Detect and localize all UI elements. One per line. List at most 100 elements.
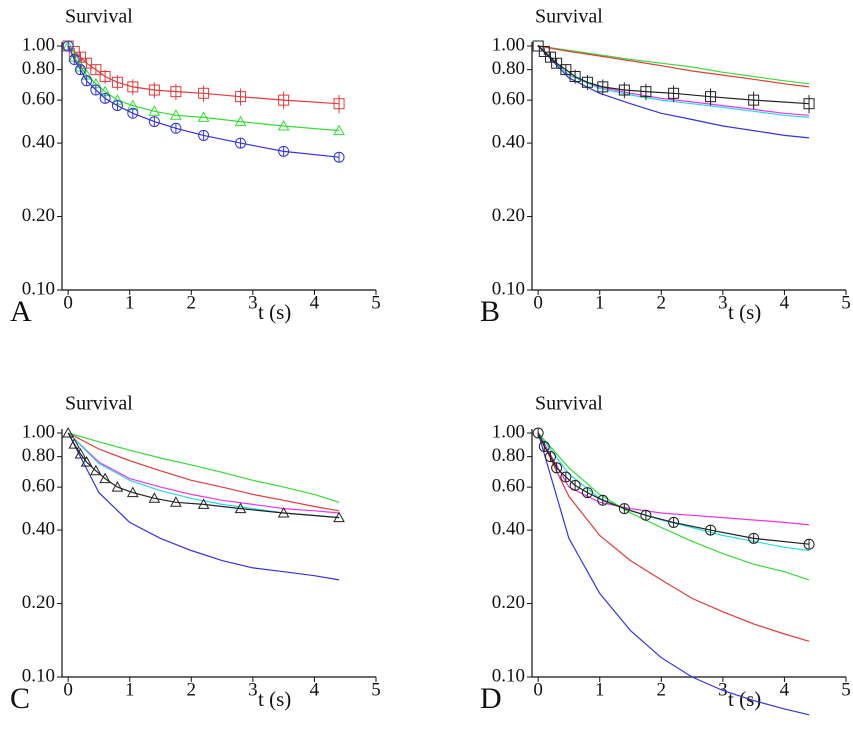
y-tick-label: 0.60 (22, 475, 55, 496)
x-tick-label: 1 (125, 679, 135, 700)
title: Survival (65, 393, 133, 415)
panel-label: D (480, 682, 502, 715)
marker (544, 51, 556, 63)
marker (127, 81, 139, 93)
marker (90, 464, 102, 476)
series-line (67, 432, 340, 519)
series-line (538, 45, 810, 88)
marker (333, 511, 345, 523)
y-tick-label: 1.00 (22, 421, 55, 442)
x-axis-label: t (s) (728, 300, 761, 324)
marker (62, 426, 75, 438)
x-tick-label: 2 (187, 292, 197, 313)
series-line (537, 432, 810, 552)
y-tick-label: 0.60 (492, 475, 525, 496)
panel-label: C (10, 682, 30, 715)
title: Survival (535, 393, 603, 415)
y-tick-label: 0.40 (492, 518, 525, 539)
y-tick-label: 0.20 (22, 592, 55, 613)
series-line (67, 45, 340, 158)
marker (234, 502, 247, 514)
y-tick-label: 0.20 (492, 592, 525, 613)
marker (197, 498, 210, 509)
x-tick-label: 5 (371, 679, 381, 700)
marker (111, 76, 123, 88)
marker (90, 64, 102, 76)
marker (197, 111, 210, 122)
y-tick-label: 0.60 (492, 88, 525, 109)
marker (111, 481, 124, 492)
y-tick-label: 1.00 (492, 34, 525, 55)
y-tick-label: 0.40 (22, 131, 55, 152)
y-tick-label: 1.00 (22, 34, 55, 55)
marker (99, 472, 111, 484)
marker (569, 70, 581, 82)
y-tick-label: 0.80 (492, 445, 525, 466)
y-tick-label: 0.40 (492, 131, 525, 152)
marker (618, 84, 630, 96)
x-tick-label: 4 (310, 292, 320, 313)
marker (170, 86, 182, 98)
marker (235, 91, 247, 103)
marker (148, 492, 161, 503)
series-line (537, 45, 810, 118)
marker (803, 98, 815, 110)
x-tick-label: 3 (248, 292, 258, 313)
marker (560, 64, 572, 76)
marker (99, 70, 111, 82)
series-line (538, 45, 810, 85)
y-tick-label: 0.10 (22, 665, 55, 686)
x-axis-label: t (s) (728, 687, 761, 711)
x-tick-label: 4 (780, 292, 790, 313)
panel: Survival D t (s) 1.00 0.80 0.60 0.40 0.20 0.10 0 1… (480, 393, 851, 716)
marker (148, 105, 161, 116)
marker (170, 496, 182, 507)
x-tick-label: 3 (248, 679, 258, 700)
marker (74, 447, 87, 459)
marker (538, 45, 550, 57)
y-tick-label: 0.20 (492, 205, 525, 226)
x-tick-label: 1 (595, 679, 605, 700)
y-tick-label: 0.10 (492, 278, 525, 299)
x-tick-label: 0 (533, 679, 543, 700)
series-line (537, 432, 810, 526)
marker (333, 98, 345, 110)
x-tick-label: 3 (718, 292, 728, 313)
marker (748, 94, 760, 106)
marker (278, 94, 290, 106)
series-line (537, 45, 810, 139)
y-tick-label: 1.00 (492, 421, 525, 442)
x-tick-label: 0 (63, 679, 73, 700)
series-line (68, 432, 340, 503)
series-line (537, 432, 810, 545)
series-line (537, 432, 810, 716)
marker (234, 115, 247, 127)
y-tick-label: 0.80 (22, 58, 55, 79)
marker (126, 486, 139, 498)
marker (705, 91, 717, 103)
series-line (67, 432, 340, 581)
x-tick-label: 5 (371, 292, 381, 313)
x-tick-label: 4 (780, 679, 790, 700)
marker (333, 124, 345, 136)
marker (198, 87, 210, 99)
marker (581, 76, 593, 88)
panel: Survival B t (s) 1.00 0.80 0.60 0.40 0.20 0.10 0 1… (480, 6, 851, 328)
y-tick-label: 0.40 (22, 518, 55, 539)
x-axis-label: t (s) (258, 687, 291, 711)
x-tick-label: 2 (657, 679, 667, 700)
marker (668, 87, 680, 99)
series-line (537, 432, 810, 581)
marker (277, 119, 290, 131)
x-tick-label: 4 (310, 679, 320, 700)
panel: Survival C t (s) 1.00 0.80 0.60 0.40 0.20 0.10 0 1… (10, 393, 381, 715)
x-tick-label: 1 (595, 292, 605, 313)
title: Survival (65, 6, 133, 28)
x-axis-label: t (s) (258, 300, 291, 324)
marker (148, 84, 160, 96)
x-tick-label: 0 (63, 292, 73, 313)
x-tick-label: 0 (533, 292, 543, 313)
x-tick-label: 1 (125, 292, 135, 313)
